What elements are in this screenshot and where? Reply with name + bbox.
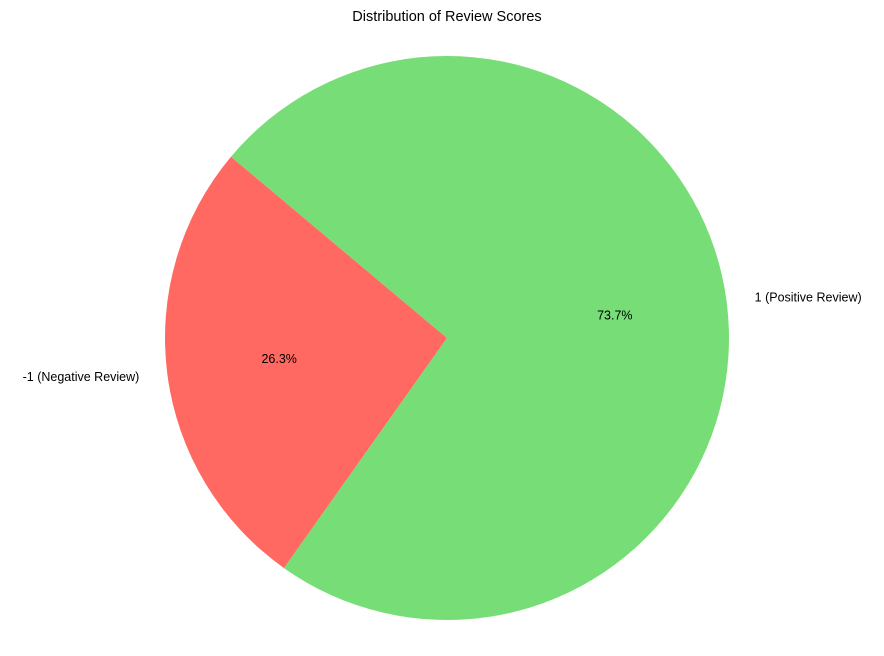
pie-labels: -1 (Negative Review) 26.3% 1 (Positive Rev… bbox=[23, 291, 862, 384]
slice-label-negative: -1 (Negative Review) bbox=[23, 370, 140, 384]
slice-label-positive: 1 (Positive Review) bbox=[755, 291, 862, 305]
percent-label-negative: 26.3% bbox=[261, 352, 296, 366]
chart-title: Distribution of Review Scores bbox=[352, 9, 541, 25]
percent-label-positive: 73.7% bbox=[597, 309, 632, 323]
pie-slice-negative bbox=[165, 156, 447, 569]
pie-slice-positive bbox=[230, 55, 729, 621]
pie-slices bbox=[165, 55, 729, 621]
